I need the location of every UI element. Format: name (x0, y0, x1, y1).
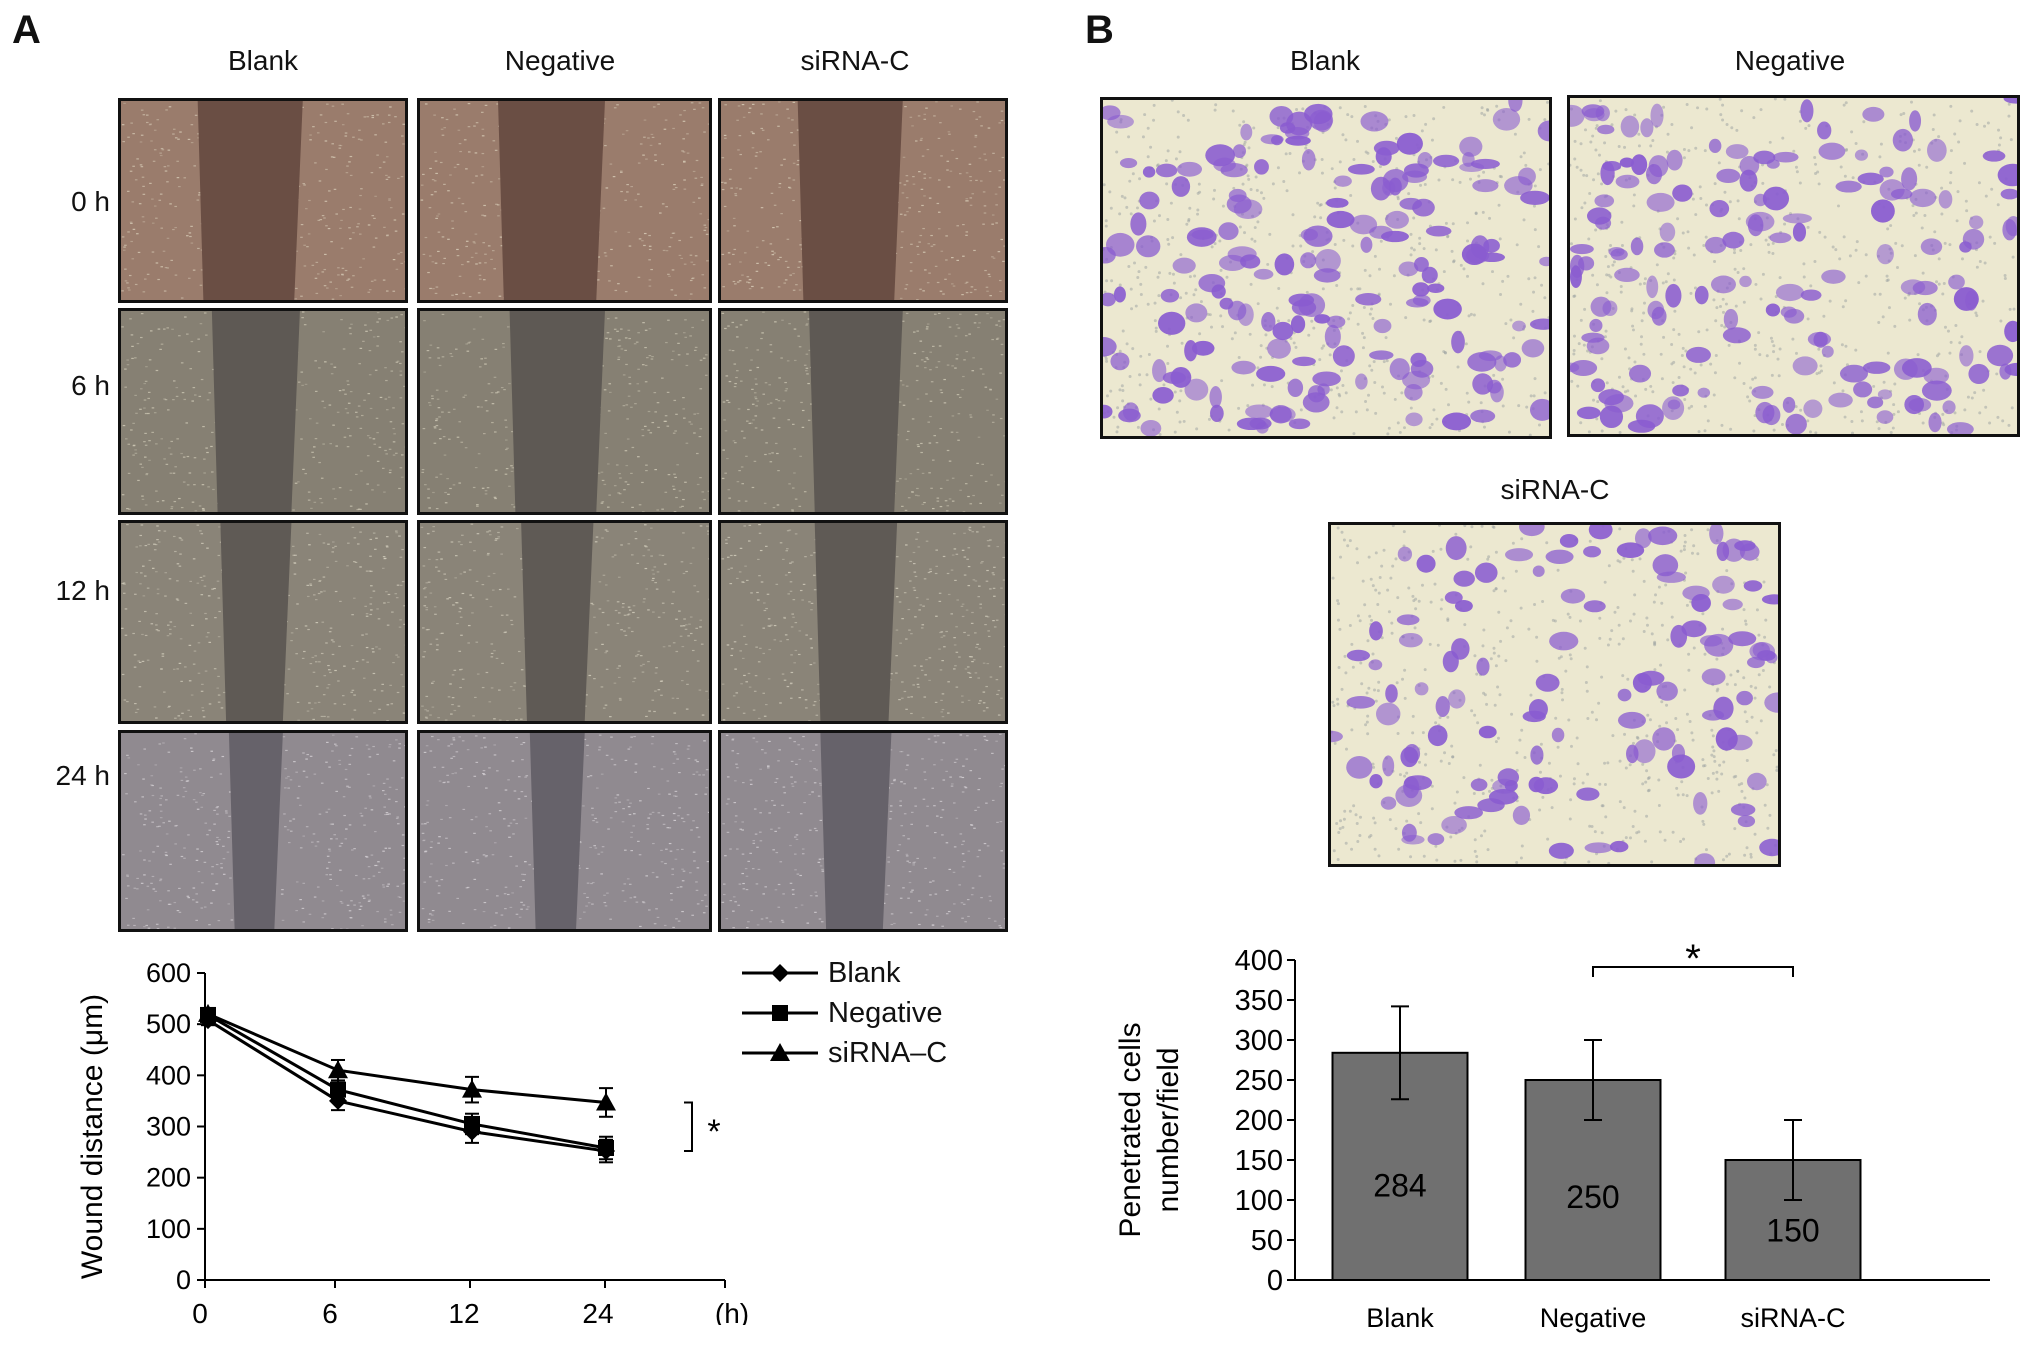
data-point (464, 1115, 480, 1132)
significance-bracket (1592, 966, 1794, 977)
wound-image (417, 308, 712, 515)
panel-b-letter: B (1085, 8, 1114, 52)
x-tick-label: 24 (582, 1298, 613, 1325)
row-label-12h: 12 h (55, 575, 111, 606)
data-point (330, 1081, 346, 1098)
transwell-label-blank: Blank (1289, 45, 1361, 76)
wound-image (417, 730, 712, 932)
wound-image (118, 730, 408, 932)
legend-swatch (742, 1005, 818, 1021)
panel-a-letter: A (12, 8, 41, 52)
category-label: siRNA-C (1741, 1303, 1846, 1333)
data-point (329, 1091, 347, 1110)
category-label: Negative (1540, 1303, 1647, 1333)
wound-distance-chart: 0 100 200 300 400 500 600 0 6 12 24 (h) Wound distan… (76, 958, 749, 1325)
bar (1724, 1159, 1862, 1281)
wound-image (417, 98, 712, 303)
transwell-label-negative: Negative (1734, 45, 1846, 76)
y-tick-label: 100 (1235, 1185, 1283, 1217)
significance-star: * (1685, 937, 1701, 981)
value-label: 284 (1373, 1168, 1426, 1204)
x-tick-label: 6 (322, 1298, 338, 1325)
y-tick-label: 50 (1251, 1225, 1283, 1257)
wound-image (417, 520, 712, 724)
significance-star: * (707, 1113, 720, 1151)
category-label: Blank (1366, 1303, 1434, 1333)
y-tick-label: 300 (146, 1112, 191, 1142)
value-label: 250 (1566, 1179, 1619, 1215)
value-label: 150 (1766, 1213, 1819, 1249)
y-axis-label: number/field (1152, 1047, 1185, 1212)
legend-swatch (742, 964, 818, 982)
wound-image (718, 98, 1008, 303)
legend-entry: Negative (740, 995, 980, 1031)
row-label-6h: 6 h (71, 370, 110, 401)
wound-image (718, 520, 1008, 724)
row-label-24h: 24 h (55, 760, 111, 791)
row-label-0h: 0 h (71, 186, 110, 217)
transwell-image (1100, 97, 1552, 439)
col-label-sirna-c: siRNA-C (800, 45, 910, 76)
transwell-label-sirna-c: siRNA-C (1500, 474, 1610, 505)
legend-entry: siRNA–C (740, 1035, 980, 1071)
legend-entry: Blank (740, 955, 980, 991)
y-tick-label: 200 (1235, 1105, 1283, 1137)
legend-label: siRNA–C (828, 1037, 948, 1069)
y-tick-label: 0 (176, 1265, 191, 1295)
y-tick-label: 150 (1235, 1145, 1283, 1177)
y-axis-label: Wound distance (μm) (76, 994, 109, 1279)
wound-image (118, 520, 408, 724)
data-point (328, 1060, 348, 1079)
y-tick-label: 100 (146, 1214, 191, 1244)
wound-image (718, 730, 1008, 932)
col-label-blank: Blank (227, 45, 299, 76)
y-tick-label: 0 (1267, 1265, 1283, 1297)
x-tick-label: 12 (448, 1298, 479, 1325)
wound-image (118, 98, 408, 303)
x-axis-unit: (h) (715, 1298, 749, 1325)
series-line (207, 1018, 607, 1153)
y-tick-label: 250 (1235, 1065, 1283, 1097)
y-tick-label: 300 (1235, 1025, 1283, 1057)
y-tick-label: 600 (146, 958, 191, 988)
y-tick-label: 350 (1235, 985, 1283, 1017)
significance-bracket (684, 1101, 693, 1153)
penetrated-cells-chart: 0 50 100 150 200 250 300 350 400 Penetrated cells… (1114, 937, 1990, 1333)
data-point (462, 1079, 482, 1098)
data-point (598, 1139, 614, 1156)
y-tick-label: 400 (146, 1060, 191, 1090)
data-point (596, 1092, 616, 1111)
transwell-image (1567, 95, 2020, 437)
data-point (198, 1003, 218, 1022)
wound-image (118, 308, 408, 515)
legend-swatch (742, 1043, 818, 1061)
y-axis-label: Penetrated cells (1114, 1022, 1147, 1237)
series-line (207, 1012, 607, 1104)
legend-label: Blank (828, 957, 901, 989)
wound-image (718, 308, 1008, 515)
y-tick-label: 200 (146, 1163, 191, 1193)
y-tick-label: 400 (1235, 945, 1283, 977)
transwell-image (1328, 522, 1781, 867)
series-line (207, 1013, 607, 1150)
legend-label: Negative (828, 997, 943, 1029)
y-tick-label: 500 (146, 1009, 191, 1039)
x-tick-label: 0 (192, 1298, 208, 1325)
col-label-negative: Negative (504, 45, 616, 76)
